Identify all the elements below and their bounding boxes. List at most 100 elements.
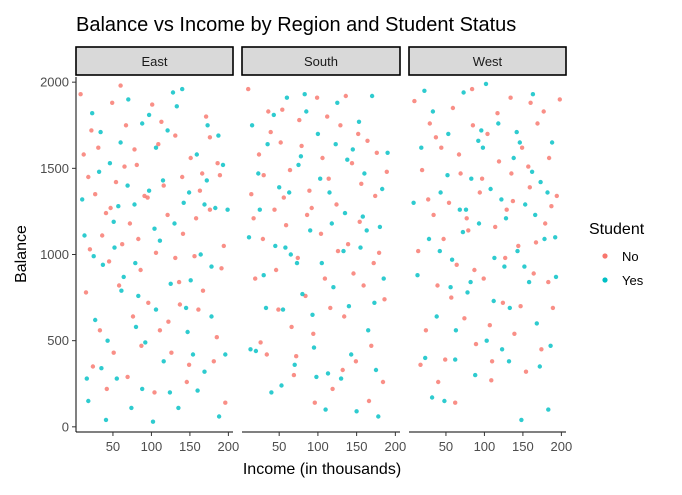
data-point-no xyxy=(334,202,339,207)
data-point-yes xyxy=(253,348,259,354)
data-point-no xyxy=(449,295,454,300)
data-point-yes xyxy=(329,221,334,226)
data-point-no xyxy=(523,369,529,374)
data-point-yes xyxy=(523,202,528,207)
data-point-yes xyxy=(118,140,123,145)
data-point-no xyxy=(549,204,554,209)
data-point-yes xyxy=(453,357,458,362)
data-point-yes xyxy=(160,178,166,183)
data-point-yes xyxy=(100,262,106,267)
data-point-yes xyxy=(415,273,420,278)
data-point-yes xyxy=(362,171,367,176)
data-point-no xyxy=(196,307,201,312)
data-point-no xyxy=(479,176,485,181)
data-point-yes xyxy=(146,188,152,193)
data-point-yes xyxy=(345,157,350,162)
data-point-yes xyxy=(372,300,377,305)
data-point-no xyxy=(349,161,355,166)
data-point-no xyxy=(431,212,436,218)
data-point-yes xyxy=(526,279,532,285)
data-point-no xyxy=(328,305,333,311)
data-point-no xyxy=(356,131,361,137)
data-point-yes xyxy=(553,274,559,280)
data-point-yes xyxy=(132,202,137,207)
data-point-yes xyxy=(483,81,489,87)
data-point-yes xyxy=(342,210,348,216)
data-point-yes xyxy=(325,371,331,376)
data-point-no xyxy=(134,162,139,168)
data-point-yes xyxy=(533,212,538,218)
data-point-no xyxy=(365,138,370,143)
data-point-yes xyxy=(522,264,527,269)
data-point-yes xyxy=(426,236,432,242)
x-tick-label: 100 xyxy=(307,439,329,454)
data-point-no xyxy=(276,307,281,312)
data-point-no xyxy=(81,152,86,157)
data-point-yes xyxy=(491,298,496,304)
data-point-no xyxy=(104,386,110,392)
data-point-yes xyxy=(129,405,134,411)
data-point-yes xyxy=(107,161,113,166)
data-point-no xyxy=(546,155,552,161)
data-point-yes xyxy=(114,376,120,381)
data-point-yes xyxy=(300,291,305,297)
y-tick-label: 500 xyxy=(47,333,69,348)
data-point-no xyxy=(96,145,101,150)
data-point-no xyxy=(200,288,206,293)
data-point-yes xyxy=(84,376,90,381)
data-point-no xyxy=(330,386,335,392)
data-point-yes xyxy=(153,145,159,150)
data-point-no xyxy=(157,328,163,333)
x-tick-label: 200 xyxy=(551,439,573,454)
data-point-yes xyxy=(468,279,473,285)
data-point-yes xyxy=(302,92,307,97)
y-tick-label: 1000 xyxy=(40,247,69,262)
data-point-yes xyxy=(152,226,157,231)
data-point-yes xyxy=(376,414,381,419)
data-point-no xyxy=(180,174,185,180)
data-point-no xyxy=(326,176,331,181)
data-point-no xyxy=(280,107,285,112)
data-point-no xyxy=(295,255,300,261)
data-point-no xyxy=(159,119,164,125)
data-point-no xyxy=(188,155,193,161)
legend: Student No Yes xyxy=(589,221,645,288)
data-point-yes xyxy=(126,97,131,102)
data-point-yes xyxy=(358,245,363,250)
data-point-no xyxy=(294,354,299,359)
data-point-yes xyxy=(304,109,309,114)
data-point-yes xyxy=(146,112,152,118)
data-point-no xyxy=(217,173,223,178)
data-point-yes xyxy=(188,278,193,283)
data-point-no xyxy=(554,193,559,199)
data-point-yes xyxy=(80,197,85,202)
data-point-no xyxy=(106,259,112,264)
data-point-no xyxy=(193,216,199,221)
data-point-yes xyxy=(327,190,332,195)
data-point-yes xyxy=(492,255,497,261)
data-point-no xyxy=(427,121,432,126)
data-point-no xyxy=(543,221,548,226)
legend-key-yes xyxy=(602,277,608,283)
data-point-no xyxy=(470,123,476,128)
data-point-no xyxy=(214,335,219,340)
data-point-no xyxy=(426,197,431,202)
data-point-yes xyxy=(185,329,190,335)
data-point-no xyxy=(503,255,508,261)
x-tick-label: 200 xyxy=(385,439,407,454)
data-point-yes xyxy=(133,260,138,266)
data-point-no xyxy=(278,140,283,145)
x-tick-label: 150 xyxy=(346,439,368,454)
data-point-yes xyxy=(463,207,469,212)
data-point-yes xyxy=(202,369,207,374)
data-point-no xyxy=(299,143,304,149)
data-point-yes xyxy=(153,307,159,312)
data-point-no xyxy=(173,133,178,138)
data-point-yes xyxy=(256,171,261,176)
data-point-no xyxy=(203,114,209,119)
data-point-yes xyxy=(506,359,512,364)
data-point-yes xyxy=(545,190,550,195)
x-tick-label: 150 xyxy=(512,439,534,454)
data-point-yes xyxy=(261,273,266,278)
